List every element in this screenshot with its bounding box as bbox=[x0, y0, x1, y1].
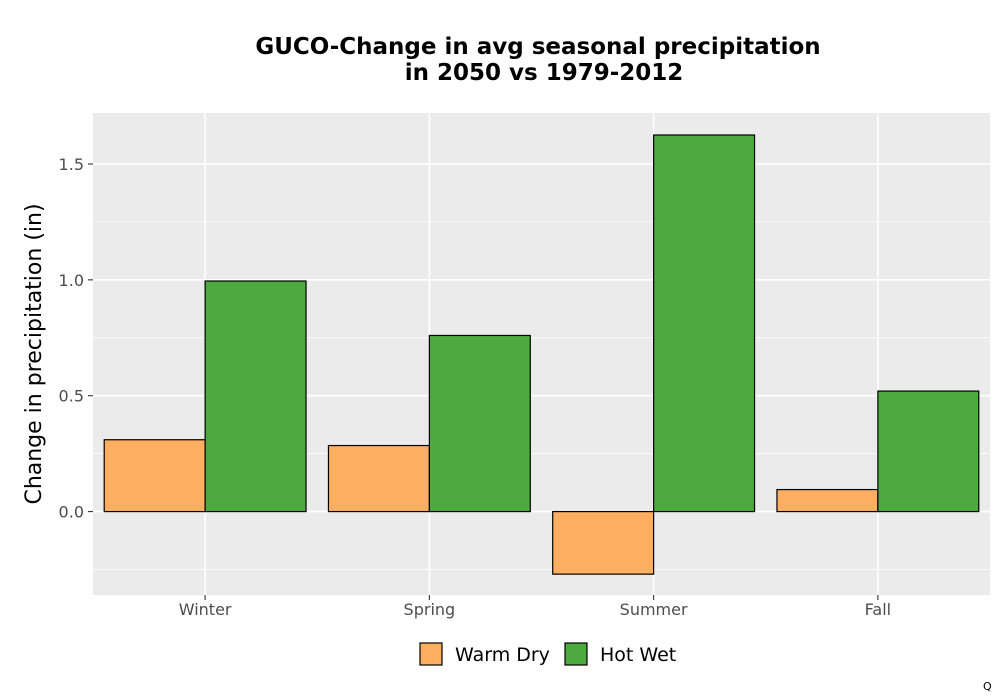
bar bbox=[204, 280, 307, 513]
legend: Warm Dry Hot Wet bbox=[419, 642, 676, 666]
legend-swatch bbox=[419, 642, 443, 666]
bar bbox=[327, 444, 430, 513]
bars bbox=[103, 134, 980, 575]
y-tick-label: 0.0 bbox=[59, 503, 84, 522]
y-tick-label: 0.5 bbox=[59, 387, 84, 406]
bar bbox=[428, 334, 531, 513]
legend-label: Warm Dry bbox=[455, 644, 550, 666]
legend-swatch bbox=[564, 642, 588, 666]
x-tick-label: Summer bbox=[620, 600, 688, 619]
y-axis: 0.0 0.5 1.0 1.5 bbox=[59, 155, 93, 522]
bar bbox=[103, 439, 206, 513]
x-tick-label: Winter bbox=[179, 600, 232, 619]
x-axis: Winter Spring Summer Fall bbox=[179, 595, 891, 619]
bar bbox=[776, 488, 879, 513]
bar bbox=[552, 510, 655, 575]
y-tick-label: 1.0 bbox=[59, 271, 84, 290]
x-tick-label: Fall bbox=[865, 600, 891, 619]
chart-title-line-1: GUCO-Change in avg seasonal precipitatio… bbox=[255, 34, 820, 60]
corner-mark: Q bbox=[983, 680, 992, 693]
y-axis-title: Change in precipitation (in) bbox=[22, 203, 47, 504]
legend-label: Hot Wet bbox=[600, 644, 676, 666]
bar bbox=[877, 390, 980, 513]
y-tick-label: 1.5 bbox=[59, 155, 84, 174]
chart-title-line-2: in 2050 vs 1979-2012 bbox=[405, 60, 684, 86]
x-tick-label: Spring bbox=[404, 600, 456, 619]
bar bbox=[653, 134, 756, 513]
